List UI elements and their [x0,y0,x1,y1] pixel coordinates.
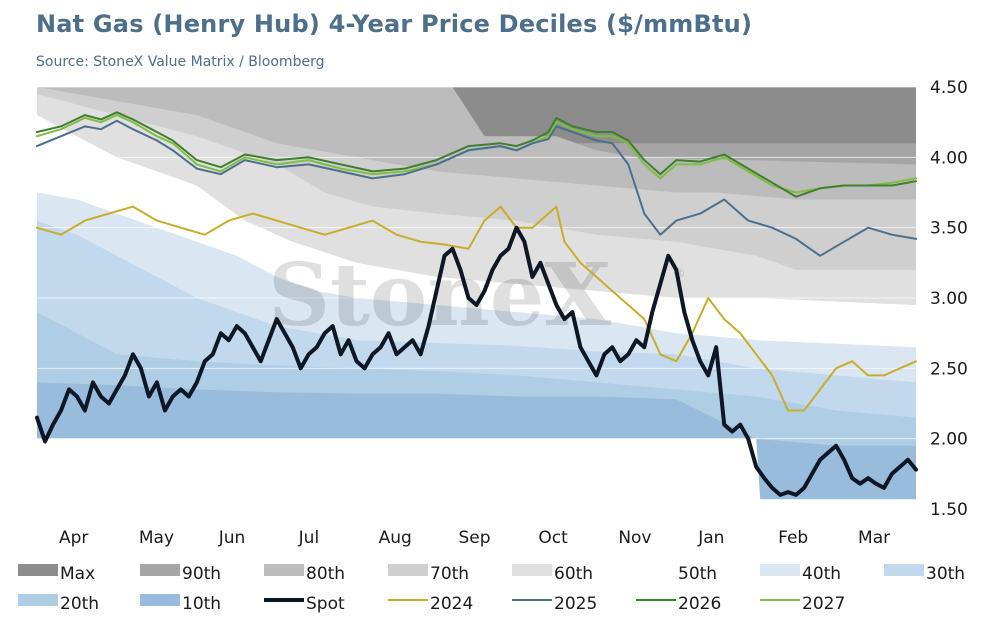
series-2026 [36,111,917,198]
legend: Max 90th 80th 70th 60th 50th 40th 30th 20th 10th S… [18,564,965,614]
x-tick-label: Jun [218,528,246,548]
x-tick-label: Jan [697,528,724,548]
legend-label: 10th [182,594,221,614]
series-spot [35,225,918,497]
x-tick-label: Feb [778,528,808,548]
watermark: StoneX [268,245,611,346]
y-axis: 4.50 4.00 3.50 3.00 2.50 2.00 1.50 [930,78,968,520]
legend-label: Spot [306,594,345,614]
y-tick-label: 4.00 [930,148,968,168]
y-tick-label: 2.00 [930,430,968,450]
series-2025 [36,119,917,257]
legend-swatch [760,564,800,576]
legend-swatch [18,594,58,606]
x-tick-label: Apr [59,528,88,548]
legend-swatch [388,564,428,576]
legend-label: 2025 [554,594,597,614]
legend-label: 2024 [430,594,473,614]
y-tick-label: 4.50 [930,78,968,98]
legend-swatch [18,564,58,576]
x-tick-label: Nov [618,528,651,548]
legend-label: 60th [554,564,593,584]
legend-label: 90th [182,564,221,584]
legend-swatch [264,564,304,576]
legend-label: 2027 [802,594,845,614]
legend-swatch [636,564,676,576]
legend-label: 30th [926,564,965,584]
legend-label: 2026 [678,594,721,614]
legend-label: Max [60,564,95,584]
decile-bands [37,87,916,509]
x-tick-label: Oct [538,528,568,548]
x-tick-label: Mar [858,528,890,548]
chart-subtitle: Source: StoneX Value Matrix / Bloomberg [36,54,325,70]
legend-swatch [140,564,180,576]
legend-label: 40th [802,564,841,584]
x-axis: Apr May Jun Jul Aug Sep Oct Nov Jan Feb Mar [59,528,890,548]
legend-swatch [140,594,180,606]
x-tick-label: Jul [298,528,320,548]
legend-label: 50th [678,564,717,584]
y-tick-label: 1.50 [930,500,968,520]
y-tick-label: 2.50 [930,359,968,379]
chart-title: Nat Gas (Henry Hub) 4-Year Price Deciles… [36,10,753,38]
series-2024 [36,205,917,412]
legend-label: 20th [60,594,99,614]
y-tick-label: 3.00 [930,289,968,309]
legend-swatch [884,564,924,576]
x-tick-label: May [139,528,174,548]
x-tick-label: Aug [379,528,412,548]
y-tick-label: 3.50 [930,219,968,239]
x-tick-label: Sep [459,528,491,548]
band-min [37,438,916,509]
legend-swatch [512,564,552,576]
legend-label: 70th [430,564,469,584]
legend-label: 80th [306,564,345,584]
series-lines [35,111,918,497]
